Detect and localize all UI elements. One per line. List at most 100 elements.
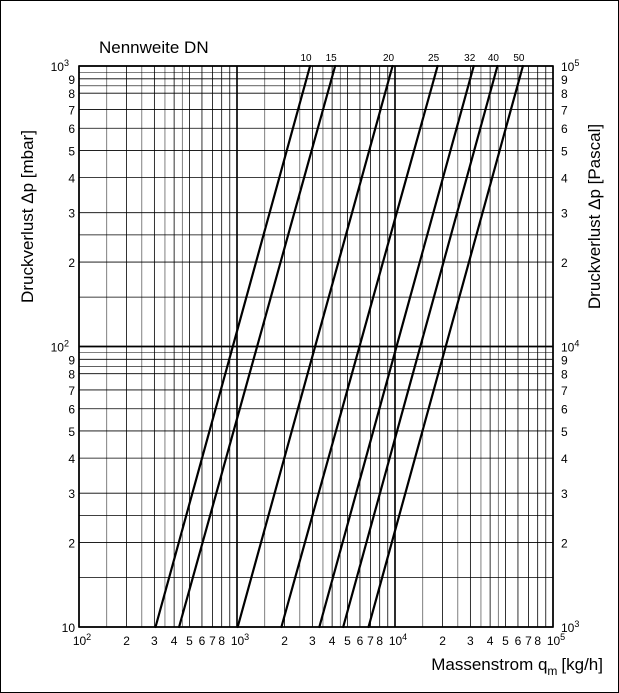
series-line-dn-40 [342, 64, 499, 629]
y-tick-label-left-base: 10 [51, 60, 65, 74]
y-tick-label-right: 5 [561, 425, 568, 439]
x-tick-label-exponent: 4 [402, 632, 407, 642]
x-tick-label: 105 [547, 632, 565, 648]
series-line-dn-20 [236, 64, 394, 629]
y-tick-label-left: 9 [68, 73, 75, 87]
x-tick-label-base: 10 [547, 634, 561, 648]
x-tick-label: 8 [534, 634, 541, 648]
plot-border [78, 65, 554, 628]
x-tick-label: 5 [344, 634, 351, 648]
y-tick-label-left: 7 [68, 103, 75, 117]
series-labels: 10 15 20 25 32 40 50 [300, 53, 524, 64]
series-line-dn-25 [280, 64, 439, 629]
x-tick-label: 6 [357, 634, 364, 648]
y-tick-label-right: 5 [561, 144, 568, 158]
x-tick-label: 6 [199, 634, 206, 648]
series-label-dn-32: 32 [464, 53, 476, 64]
x-tick-label-exponent: 2 [86, 632, 91, 642]
y-tick-label-left: 102 [51, 339, 69, 355]
y-tick-label-right: 2 [561, 537, 568, 551]
x-tick-label: 3 [151, 634, 158, 648]
y-tick-label-right: 103 [561, 619, 579, 635]
y-tick-label-left: 6 [68, 122, 75, 136]
x-axis-label-subscript: m [547, 664, 557, 678]
y-tick-label-left: 103 [51, 58, 69, 74]
x-tick-label: 8 [218, 634, 225, 648]
series-label-dn-10: 10 [300, 53, 312, 64]
tick-labels: 102 2 3 4 5 6 7 8 103 2 3 4 5 6 7 8 104 2 3 4 5 6 7 8 1051023456… [51, 58, 580, 648]
y-tick-label-right: 8 [561, 87, 568, 101]
x-tick-label: 5 [186, 634, 193, 648]
series-lines [154, 64, 525, 629]
y-tick-label-right-base: 10 [561, 621, 575, 635]
y-tick-label-left: 5 [68, 425, 75, 439]
y-tick-label-right: 4 [561, 452, 568, 466]
y-tick-label-left-exponent: 2 [64, 339, 69, 349]
y-tick-label-right: 7 [561, 103, 568, 117]
x-tick-label: 4 [329, 634, 336, 648]
y-tick-label-right: 7 [561, 384, 568, 398]
x-axis-label-unit: [kg/h] [561, 655, 603, 674]
y-tick-label-right: 6 [561, 122, 568, 136]
series-line-dn-50 [367, 64, 525, 629]
x-tick-label: 3 [309, 634, 316, 648]
y-tick-label-left: 9 [68, 353, 75, 367]
y-tick-label-right: 3 [561, 487, 568, 501]
y-tick-label-left: 2 [68, 537, 75, 551]
y-tick-label-right-exponent: 3 [574, 619, 579, 629]
y-tick-label-right: 6 [561, 403, 568, 417]
y-tick-label-right-base: 10 [561, 60, 575, 74]
y-tick-label-left: 3 [68, 207, 75, 221]
y-tick-label-right-exponent: 5 [574, 58, 579, 68]
y-tick-label-right: 105 [561, 58, 579, 74]
x-tick-label: 3 [467, 634, 474, 648]
y-tick-label-left: 10 [62, 621, 76, 635]
x-tick-label-base: 10 [231, 634, 245, 648]
x-tick-label-base: 10 [73, 634, 87, 648]
series-label-dn-15: 15 [326, 53, 338, 64]
y-tick-label-left: 2 [68, 256, 75, 270]
x-tick-label: 103 [231, 632, 249, 648]
y-tick-label-right-base: 10 [561, 341, 575, 355]
series-label-dn-25: 25 [428, 53, 440, 64]
series-line-dn-32 [318, 64, 475, 629]
y-tick-label-right: 4 [561, 172, 568, 186]
y-tick-label-right: 9 [561, 353, 568, 367]
x-tick-label: 2 [439, 634, 446, 648]
y-axis-label-left: Druckverlust Δp [mbar] [18, 130, 37, 303]
series-label-dn-40: 40 [488, 53, 500, 64]
y-tick-label-left: 8 [68, 87, 75, 101]
x-tick-label: 4 [171, 634, 178, 648]
x-tick-label: 104 [389, 632, 407, 648]
y-tick-label-right: 2 [561, 256, 568, 270]
y-tick-label-right: 9 [561, 73, 568, 87]
y-tick-label-left: 7 [68, 384, 75, 398]
y-tick-label-right-exponent: 4 [574, 339, 579, 349]
x-tick-label-exponent: 3 [244, 632, 249, 642]
x-axis-label-main: Massenstrom q [431, 655, 547, 674]
y-tick-label-left-exponent: 3 [64, 58, 69, 68]
x-tick-label: 7 [525, 634, 532, 648]
x-tick-label: 7 [209, 634, 216, 648]
x-tick-label: 5 [502, 634, 509, 648]
x-tick-label: 7 [367, 634, 374, 648]
x-tick-label-exponent: 5 [560, 632, 565, 642]
chart-title: Nennweite DN [99, 38, 209, 57]
series-line-dn-10 [154, 64, 312, 629]
x-tick-label: 6 [515, 634, 522, 648]
y-tick-label-left: 4 [68, 172, 75, 186]
series-line-dn-15 [177, 64, 337, 629]
y-tick-label-right: 104 [561, 339, 579, 355]
y-tick-label-right: 3 [561, 207, 568, 221]
x-tick-label-base: 10 [389, 634, 403, 648]
x-axis-label: Massenstrom qm [kg/h] [431, 655, 603, 678]
y-tick-label-left: 8 [68, 368, 75, 382]
series-label-dn-50: 50 [513, 53, 525, 64]
y-tick-label-right: 8 [561, 368, 568, 382]
y-axis-label-right: Druckverlust Δp [Pascal] [585, 124, 604, 309]
x-tick-label: 102 [73, 632, 91, 648]
y-tick-label-left: 3 [68, 487, 75, 501]
series-label-dn-20: 20 [383, 53, 395, 64]
x-tick-label: 2 [123, 634, 130, 648]
